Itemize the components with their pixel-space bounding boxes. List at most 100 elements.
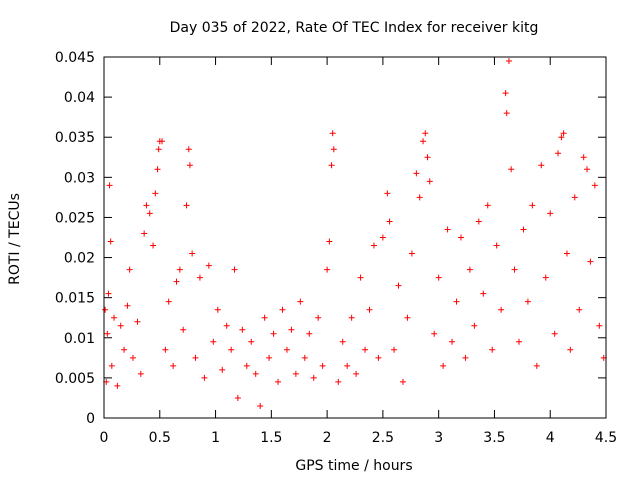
data-point (134, 318, 141, 325)
data-point (165, 298, 172, 305)
data-point (176, 266, 183, 273)
data-point (283, 346, 290, 353)
data-point (480, 290, 487, 297)
data-point (297, 298, 304, 305)
data-point (248, 338, 255, 345)
data-point (150, 242, 157, 249)
y-tick-label: 0.04 (64, 90, 95, 106)
data-point (189, 250, 196, 257)
data-point (146, 210, 153, 217)
data-point (124, 302, 131, 309)
data-point (489, 346, 496, 353)
data-point (324, 266, 331, 273)
data-point (515, 338, 522, 345)
data-point (440, 362, 447, 369)
data-point (152, 190, 159, 197)
data-point (413, 170, 420, 177)
data-point (386, 218, 393, 225)
data-point (571, 194, 578, 201)
data-point (505, 58, 512, 65)
data-point (228, 346, 235, 353)
data-point (391, 346, 398, 353)
data-point (503, 110, 510, 117)
data-point (370, 242, 377, 249)
data-point (201, 374, 208, 381)
data-point (587, 258, 594, 265)
x-tick-label: 0.5 (149, 430, 171, 446)
data-point (502, 90, 509, 97)
data-point (252, 370, 259, 377)
data-point (457, 234, 464, 241)
data-point (239, 326, 246, 333)
data-point (551, 330, 558, 337)
x-tick-label: 2 (323, 430, 332, 446)
data-point (431, 330, 438, 337)
x-tick-label: 0 (100, 430, 109, 446)
data-point (584, 166, 591, 173)
y-axis-label: ROTI / TECUs (7, 193, 23, 285)
data-point (408, 250, 415, 257)
data-point (404, 314, 411, 321)
plot-frame (103, 56, 607, 419)
data-point (159, 138, 166, 145)
data-point (126, 266, 133, 273)
x-tick-label: 1 (211, 430, 220, 446)
data-point (563, 250, 570, 257)
data-point (104, 330, 111, 337)
data-point (196, 274, 203, 281)
data-point (416, 194, 423, 201)
data-point (330, 146, 337, 153)
data-point (310, 374, 317, 381)
data-point (234, 394, 241, 401)
data-point (102, 306, 109, 313)
data-point (580, 154, 587, 161)
x-tick-label: 3 (434, 430, 443, 446)
data-point (270, 330, 277, 337)
data-point (449, 338, 456, 345)
data-point (292, 370, 299, 377)
data-point (435, 274, 442, 281)
data-point (111, 314, 118, 321)
y-tick-label: 0.025 (55, 210, 95, 226)
data-point (107, 238, 114, 245)
data-point (186, 162, 193, 169)
data-point (173, 278, 180, 285)
y-tick-label: 0 (86, 411, 95, 427)
data-point (542, 274, 549, 281)
data-point (328, 162, 335, 169)
y-tick-label: 0.015 (55, 291, 95, 307)
data-point (508, 166, 515, 173)
data-point (108, 362, 115, 369)
data-point (357, 274, 364, 281)
data-point (567, 346, 574, 353)
data-point (375, 354, 382, 361)
data-point (576, 306, 583, 313)
data-point (143, 202, 150, 209)
data-point (106, 182, 113, 189)
data-point (231, 266, 238, 273)
data-point (547, 210, 554, 217)
data-point (379, 234, 386, 241)
data-point (257, 402, 264, 409)
data-point (180, 326, 187, 333)
x-tick-label: 4.5 (595, 430, 617, 446)
x-tick-label: 1.5 (260, 430, 282, 446)
data-point (538, 162, 545, 169)
data-point (155, 146, 162, 153)
data-point (422, 130, 429, 137)
data-point (185, 146, 192, 153)
data-point (395, 282, 402, 289)
data-point (344, 362, 351, 369)
data-point (301, 354, 308, 361)
data-point (266, 354, 273, 361)
data-point (484, 202, 491, 209)
y-tick-label: 0.01 (64, 331, 95, 347)
data-point (366, 306, 373, 313)
data-point (130, 354, 137, 361)
data-point (339, 338, 346, 345)
data-point (275, 378, 282, 385)
data-point (137, 370, 144, 377)
data-point (498, 306, 505, 313)
data-point (558, 134, 565, 141)
